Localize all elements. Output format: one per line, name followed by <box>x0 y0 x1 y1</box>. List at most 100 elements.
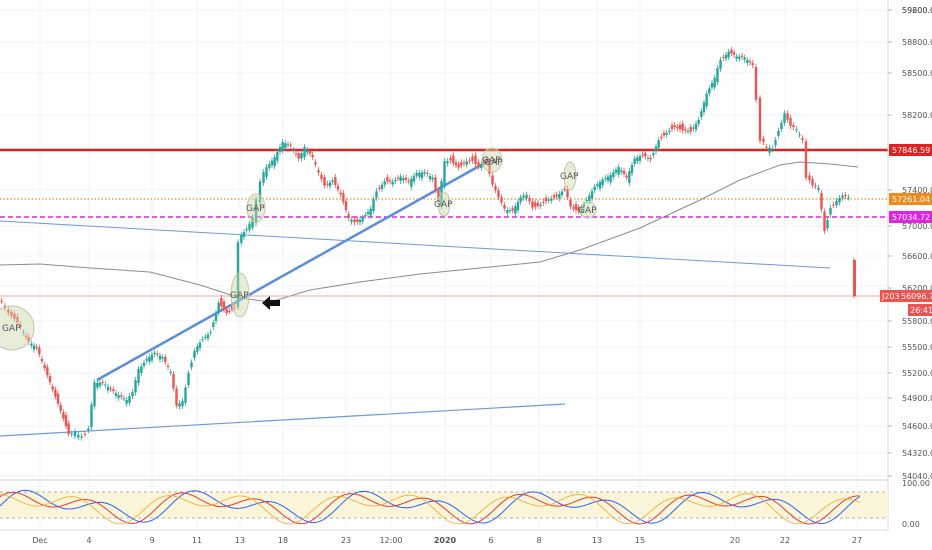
candle-body <box>434 177 437 190</box>
candle-body <box>19 324 22 328</box>
candle-body <box>590 191 594 199</box>
candle-body <box>612 172 615 177</box>
candle-body <box>317 170 320 173</box>
candle-body <box>539 204 542 206</box>
candle-body <box>67 423 70 434</box>
gap-label: GAP <box>230 291 249 301</box>
price-tick-label: 55200.00 <box>902 369 932 378</box>
candle-body <box>765 146 768 148</box>
candle-body <box>585 200 588 202</box>
candle-body <box>311 154 314 158</box>
candle-body <box>383 181 386 185</box>
time-tick-label: 13 <box>235 536 245 545</box>
time-tick-label: 20 <box>730 536 740 545</box>
candle-body <box>649 157 652 160</box>
candle-body <box>826 220 829 229</box>
candle-body <box>474 155 477 165</box>
gap-annotation: GAP <box>484 158 503 168</box>
gap-label: GAP <box>482 156 501 166</box>
candle-body <box>516 201 520 211</box>
candle-body <box>665 132 668 135</box>
candle-body <box>638 156 642 161</box>
candle-body <box>844 195 847 197</box>
arrow-left-icon <box>262 296 280 310</box>
oscillator-line <box>0 489 861 525</box>
candle-body <box>746 59 749 63</box>
candle-body <box>184 387 187 403</box>
candle-body <box>396 177 400 179</box>
price-tick-label: 55500.00 <box>902 343 932 352</box>
price-tick-label: 58800.00 <box>902 38 932 47</box>
candle-body <box>662 132 666 136</box>
candle-body <box>544 197 548 202</box>
candle-body <box>780 122 783 130</box>
oscillator-line <box>0 493 861 525</box>
gap-annotation: GAP <box>578 201 597 219</box>
candle-body <box>577 207 580 212</box>
candle-body <box>716 68 719 83</box>
candle-body <box>641 154 644 156</box>
time-axis[interactable]: Dec 4 9 11 13 18 23 12:00 2020 6 8 13 15 20 22 27 <box>32 536 862 545</box>
candle-body <box>598 181 602 189</box>
candle-body <box>547 199 550 201</box>
candle-body <box>480 164 483 168</box>
candle-body <box>751 62 754 66</box>
candle-body <box>758 97 762 141</box>
candle-body <box>798 134 801 136</box>
price-tick-label: 58200.00 <box>902 111 932 120</box>
level-badge-label: 57846.59 <box>892 146 930 155</box>
candle-body <box>853 260 856 296</box>
candle-body <box>399 176 402 182</box>
symbol-label: J203 <box>881 292 900 301</box>
price-tick-label: 54600.00 <box>902 422 932 431</box>
candle-body <box>670 125 674 129</box>
candle-body <box>336 185 340 190</box>
gap-annotation: GAP <box>481 147 503 173</box>
trendline <box>96 158 491 382</box>
candle-body <box>500 197 503 203</box>
candle-body <box>150 354 154 361</box>
oscillator-band <box>0 492 888 518</box>
candle-body <box>248 223 251 230</box>
candle-body <box>236 242 240 307</box>
candle-body <box>700 111 703 118</box>
candle-body <box>276 152 279 161</box>
time-tick-label: 9 <box>149 536 154 545</box>
time-tick-label: Dec <box>32 536 47 545</box>
candle-body <box>0 300 3 302</box>
candle-body <box>550 198 553 201</box>
price-tick-label: 54900.00 <box>902 394 932 403</box>
candle-body <box>134 380 137 393</box>
price-axis[interactable]: 54040.00 54320.00 54600.00 54900.00 55200.00… <box>888 6 932 481</box>
candle-body <box>558 193 561 199</box>
symbol-badge: J203 <box>880 290 900 302</box>
candle-body <box>16 317 19 323</box>
candle-body <box>90 404 93 428</box>
candle-body <box>64 414 68 427</box>
candle-body <box>114 393 118 396</box>
candle-body <box>732 52 736 55</box>
candle-body <box>743 57 746 60</box>
candle-body <box>278 147 282 153</box>
candle-body <box>331 180 334 182</box>
candle-body <box>258 181 262 203</box>
candle-body <box>654 146 658 152</box>
candle-body <box>601 179 604 186</box>
candle-body <box>738 56 741 59</box>
candle-body <box>801 138 804 141</box>
candle-body <box>620 170 623 172</box>
price-tick-label: 55800.00 <box>902 317 932 326</box>
candle-body <box>73 431 77 437</box>
gap-label: GAP <box>434 200 453 210</box>
candle-body <box>829 207 832 215</box>
candle-body <box>519 197 522 202</box>
candle-body <box>148 356 151 362</box>
candle-body <box>457 164 460 168</box>
candle-body <box>471 156 474 161</box>
candle-body <box>158 355 162 360</box>
candle-body <box>375 191 378 198</box>
candle-body <box>369 208 372 216</box>
candle-body <box>245 229 248 231</box>
